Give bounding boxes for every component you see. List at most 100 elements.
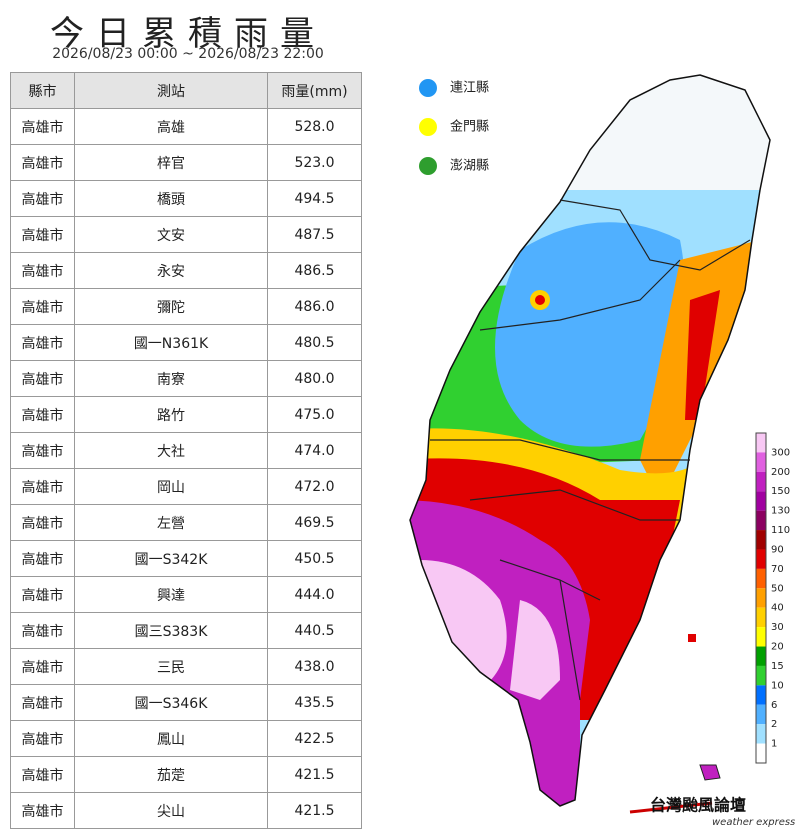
table-cell: 岡山 bbox=[74, 468, 268, 505]
colorbar-label: 40 bbox=[771, 603, 784, 614]
table-cell: 高雄市 bbox=[10, 324, 75, 361]
table-cell: 國一S346K bbox=[74, 684, 268, 721]
table-cell: 鳳山 bbox=[74, 720, 268, 757]
table-cell: 高雄市 bbox=[10, 792, 75, 829]
table-cell: 彌陀 bbox=[74, 288, 268, 325]
title: 今日累積雨量 bbox=[50, 14, 326, 54]
table-cell: 路竹 bbox=[74, 396, 268, 433]
table-row: 高雄市 岡山 472.0 bbox=[10, 468, 362, 505]
colorbar-band bbox=[756, 704, 766, 725]
table-cell: 高雄市 bbox=[10, 144, 75, 181]
colorbar-label: 6 bbox=[771, 700, 777, 711]
colorbar-band bbox=[756, 491, 766, 511]
island-marker bbox=[419, 157, 437, 175]
table-cell: 茄萣 bbox=[74, 756, 268, 793]
table-row: 高雄市 國三S383K 440.5 bbox=[10, 612, 362, 649]
table-cell: 486.5 bbox=[267, 252, 362, 289]
colorbar-band bbox=[756, 471, 766, 492]
island-label: 金門縣 bbox=[450, 119, 489, 135]
colorbar-label: 200 bbox=[771, 467, 790, 478]
table-cell: 438.0 bbox=[267, 648, 362, 685]
table-row: 高雄市 茄萣 421.5 bbox=[10, 756, 362, 793]
col-header: 測站 bbox=[74, 72, 268, 109]
table-cell: 472.0 bbox=[267, 468, 362, 505]
colorbar-band bbox=[756, 685, 766, 705]
table-cell: 528.0 bbox=[267, 108, 362, 145]
table-cell: 橋頭 bbox=[74, 180, 268, 217]
table-cell: 高雄市 bbox=[10, 468, 75, 505]
table-cell: 興達 bbox=[74, 576, 268, 613]
table-cell: 高雄市 bbox=[10, 720, 75, 757]
table-cell: 高雄市 bbox=[10, 360, 75, 397]
colorbar-label: 150 bbox=[771, 486, 790, 497]
table-row: 高雄市 國一N361K 480.5 bbox=[10, 324, 362, 361]
island-marker bbox=[419, 118, 437, 136]
table-cell: 左營 bbox=[74, 504, 268, 541]
table-row: 高雄市 國一S342K 450.5 bbox=[10, 540, 362, 577]
table-cell: 高雄市 bbox=[10, 612, 75, 649]
table-row: 高雄市 文安 487.5 bbox=[10, 216, 362, 253]
table-row: 高雄市 永安 486.5 bbox=[10, 252, 362, 289]
table-cell: 三民 bbox=[74, 648, 268, 685]
table-cell: 高雄市 bbox=[10, 216, 75, 253]
table-cell: 480.0 bbox=[267, 360, 362, 397]
colorbar-band bbox=[756, 549, 766, 569]
col-header: 縣市 bbox=[10, 72, 75, 109]
rain-map bbox=[410, 75, 770, 806]
colorbar-label: 300 bbox=[771, 447, 790, 458]
table-cell: 480.5 bbox=[267, 324, 362, 361]
colorbar-label: 90 bbox=[771, 544, 784, 555]
header-row: 縣市 測站 雨量(mm) bbox=[10, 72, 362, 109]
table-row: 高雄市 大社 474.0 bbox=[10, 432, 362, 469]
colorbar-label: 20 bbox=[771, 642, 784, 653]
rain-table: 縣市 測站 雨量(mm) 高雄市 高雄 528.0 高雄市 梓官 523.0 高雄市 橋頭 49… bbox=[10, 72, 362, 829]
table-cell: 永安 bbox=[74, 252, 268, 289]
table-cell: 尖山 bbox=[74, 792, 268, 829]
colorbar-band bbox=[756, 646, 766, 666]
table-cell: 494.5 bbox=[267, 180, 362, 217]
table-cell: 474.0 bbox=[267, 432, 362, 469]
table-row: 高雄市 橋頭 494.5 bbox=[10, 180, 362, 217]
table-cell: 高雄市 bbox=[10, 108, 75, 145]
table-cell: 南寮 bbox=[74, 360, 268, 397]
table-row: 高雄市 鳳山 422.5 bbox=[10, 720, 362, 757]
table-row: 高雄市 尖山 421.5 bbox=[10, 792, 362, 829]
colorbar-label: 130 bbox=[771, 506, 790, 517]
table-row: 高雄市 興達 444.0 bbox=[10, 576, 362, 613]
table-cell: 國三S383K bbox=[74, 612, 268, 649]
logo-sub: weather express bbox=[712, 817, 795, 828]
table-cell: 421.5 bbox=[267, 756, 362, 793]
table-cell: 高雄 bbox=[74, 108, 268, 145]
table-cell: 487.5 bbox=[267, 216, 362, 253]
table-cell: 高雄市 bbox=[10, 576, 75, 613]
logo: 台灣颱風論壇 bbox=[650, 796, 746, 815]
table-cell: 高雄市 bbox=[10, 756, 75, 793]
colorbar-band bbox=[756, 433, 766, 453]
table-row: 高雄市 國一S346K 435.5 bbox=[10, 684, 362, 721]
table-cell: 高雄市 bbox=[10, 648, 75, 685]
island-label: 連江縣 bbox=[450, 81, 489, 96]
colorbar-band bbox=[756, 627, 766, 647]
colorbar-band bbox=[756, 743, 766, 763]
colorbar-band bbox=[756, 452, 766, 472]
table-row: 高雄市 彌陀 486.0 bbox=[10, 288, 362, 325]
table-cell: 高雄市 bbox=[10, 288, 75, 325]
island-label: 澎湖縣 bbox=[450, 159, 489, 174]
table-cell: 高雄市 bbox=[10, 540, 75, 577]
colorbar-frame bbox=[755, 432, 767, 764]
table-cell: 高雄市 bbox=[10, 504, 75, 541]
table-cell: 大社 bbox=[74, 432, 268, 469]
table-row: 高雄市 路竹 475.0 bbox=[10, 396, 362, 433]
colorbar-band bbox=[756, 510, 766, 531]
table-cell: 國一S342K bbox=[74, 540, 268, 577]
table-row: 高雄市 梓官 523.0 bbox=[10, 144, 362, 181]
subtitle: 2026/08/23 00:00 ~ 2026/08/23 22:00 bbox=[52, 46, 324, 62]
table-cell: 469.5 bbox=[267, 504, 362, 541]
colorbar-band bbox=[756, 530, 766, 550]
table-row: 高雄市 左營 469.5 bbox=[10, 504, 362, 541]
colorbar-label: 110 bbox=[771, 525, 790, 536]
colorbar-band bbox=[756, 607, 766, 628]
table-cell: 高雄市 bbox=[10, 252, 75, 289]
table-row: 高雄市 高雄 528.0 bbox=[10, 108, 362, 145]
